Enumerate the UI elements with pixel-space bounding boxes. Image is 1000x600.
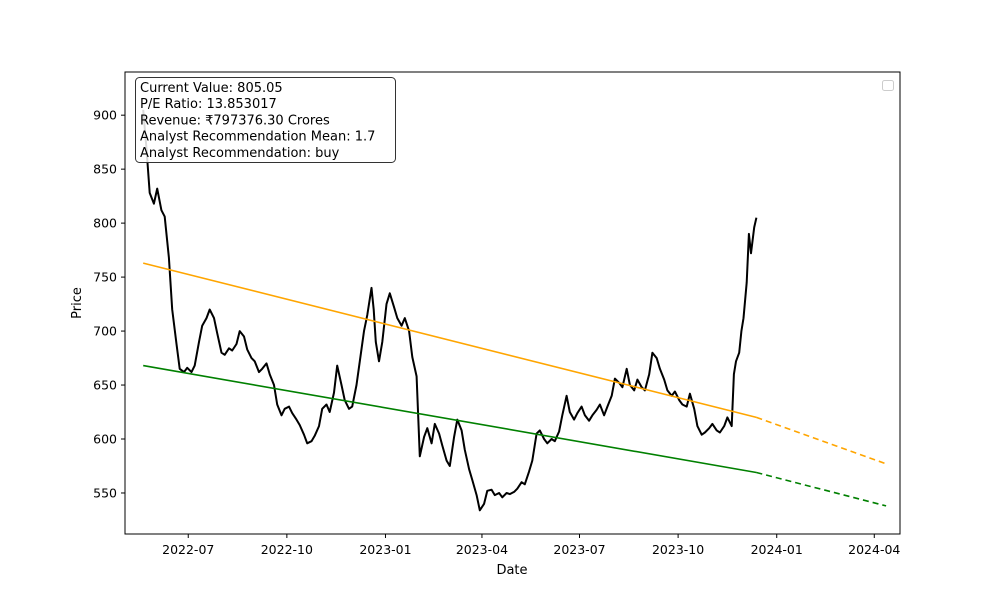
series-line-3 [143, 364, 757, 474]
axis-layer: 2022-07 2022-10 2023-01 2023-04 2023-07 2023-… [93, 108, 900, 557]
y-tick-label: 700 [93, 324, 117, 339]
y-tick-label: 550 [93, 485, 117, 500]
info-box-line: Current Value: 805.05 [140, 81, 283, 96]
info-box-frame [135, 77, 396, 163]
y-tick-label: 900 [93, 108, 117, 123]
series-layer [142, 109, 887, 512]
info-box-line: P/E Ratio: 13.853017 [140, 97, 277, 112]
x-tick-label: 2023-07 [553, 542, 605, 557]
x-axis-title: Date [496, 563, 527, 578]
info-box: Current Value: 805.05P/E Ratio: 13.85301… [135, 77, 396, 163]
x-tick-label: 2022-07 [162, 542, 214, 557]
y-tick-label: 800 [93, 216, 117, 231]
info-box-line: Analyst Recommendation: buy [140, 146, 340, 161]
info-box-line: Revenue: ₹797376.30 Crores [140, 113, 330, 128]
x-tick-label: 2022-10 [261, 542, 313, 557]
series-line-0 [142, 109, 758, 512]
y-tick-label: 600 [93, 432, 117, 447]
plot-frame [124, 71, 901, 535]
x-tick-label: 2023-04 [456, 542, 508, 557]
y-tick-label: 850 [93, 162, 117, 177]
info-box-lines: Current Value: 805.05P/E Ratio: 13.85301… [140, 81, 375, 161]
x-tick-label: 2024-01 [751, 542, 803, 557]
y-tick-label: 650 [93, 378, 117, 393]
legend-box [882, 80, 894, 91]
y-axis-title: Price [70, 287, 85, 319]
x-tick-label: 2024-04 [848, 542, 900, 557]
series-line-2 [756, 416, 887, 465]
info-box-line: Analyst Recommendation Mean: 1.7 [140, 130, 375, 145]
x-tick-label: 2023-01 [359, 542, 411, 557]
series-line-1 [143, 262, 757, 419]
y-tick-label: 750 [93, 270, 117, 285]
series-line-4 [756, 471, 887, 507]
x-tick-label: 2023-10 [652, 542, 704, 557]
